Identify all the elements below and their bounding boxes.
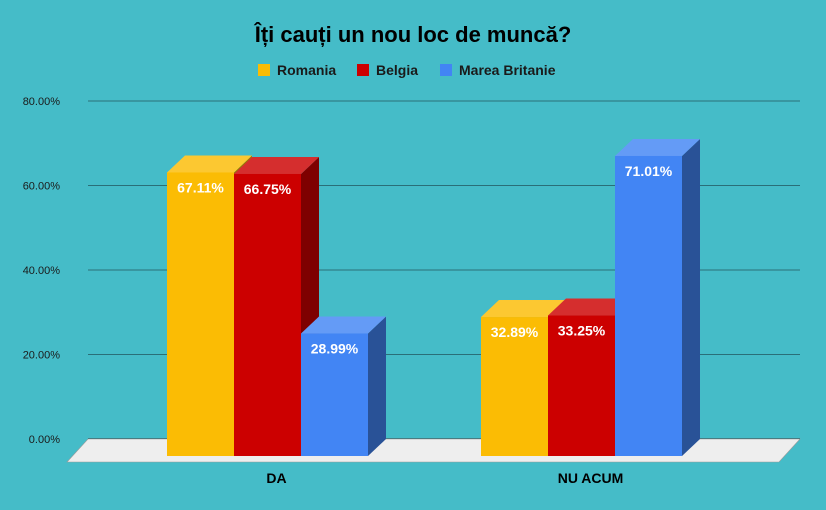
- bar-front: [548, 315, 615, 456]
- chart-title: Îți cauți un nou loc de muncă?: [254, 22, 572, 47]
- bar-top: [615, 138, 700, 156]
- x-tick-label: NU ACUM: [558, 470, 624, 486]
- data-label: 28.99%: [311, 341, 359, 357]
- bar-belgia-da: 66.75%: [234, 156, 319, 456]
- bar-front: [615, 155, 682, 457]
- bar-front: [301, 333, 368, 456]
- data-label: 66.75%: [244, 181, 292, 197]
- legend-swatch-romania: [258, 64, 270, 76]
- bar-top: [481, 300, 566, 318]
- x-axis: DA NU ACUM: [266, 470, 623, 486]
- legend-label: Marea Britanie: [459, 62, 556, 78]
- legend-swatch-marea-britanie: [440, 64, 452, 76]
- legend-label: Belgia: [376, 62, 418, 78]
- data-label: 67.11%: [177, 179, 224, 195]
- bar-marea-britanie-nu-acum: 71.01%: [615, 138, 700, 457]
- data-label: 71.01%: [625, 163, 673, 179]
- y-tick-label: 80.00%: [23, 96, 61, 108]
- y-tick-label: 40.00%: [23, 265, 61, 277]
- bar-front: [234, 173, 301, 456]
- y-tick-label: 20.00%: [23, 350, 61, 362]
- bar-marea-britanie-da: 28.99%: [301, 316, 386, 456]
- bar-top: [301, 316, 386, 334]
- y-tick-label: 60.00%: [23, 181, 61, 193]
- x-tick-label: DA: [266, 470, 286, 486]
- legend-swatch-belgia: [357, 64, 369, 76]
- legend: Romania Belgia Marea Britanie: [258, 62, 556, 78]
- bar-top: [234, 156, 319, 174]
- data-label: 32.89%: [491, 324, 539, 340]
- y-tick-label: 0.00%: [29, 434, 60, 446]
- data-label: 33.25%: [558, 323, 606, 339]
- bar-front: [481, 317, 548, 456]
- bar-top: [167, 155, 252, 173]
- bars: 67.11% 66.75% 28.99% 32.89% 33.25% 71.01%: [167, 138, 700, 457]
- bar-top: [548, 298, 633, 316]
- legend-label: Romania: [277, 62, 336, 78]
- bar-side: [368, 316, 386, 456]
- bar-side: [682, 138, 700, 456]
- y-axis: 0.00% 20.00% 40.00% 60.00% 80.00%: [23, 96, 61, 446]
- bar-front: [167, 172, 234, 456]
